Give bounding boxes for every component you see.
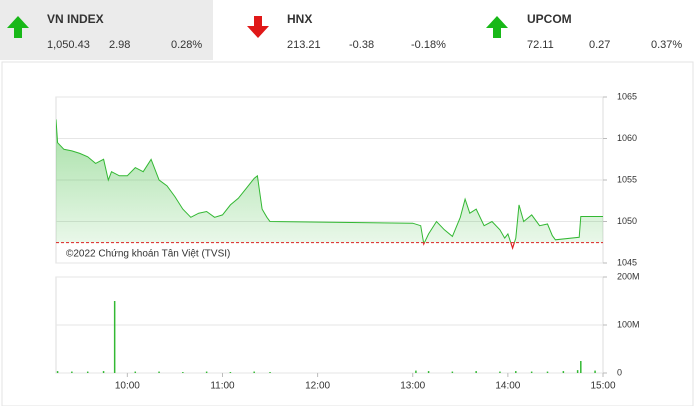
ticker-change: 2.98 xyxy=(109,39,130,51)
volume-bar xyxy=(530,371,533,373)
volume-bar xyxy=(158,371,160,373)
volume-bar xyxy=(546,371,549,373)
volume-bar xyxy=(269,372,271,373)
area-fill xyxy=(56,119,603,243)
y-tick-label: 1055 xyxy=(617,174,637,184)
x-tick-label: 15:00 xyxy=(590,381,615,392)
arrow-down xyxy=(247,16,269,38)
x-tick-label: 12:00 xyxy=(305,381,330,392)
y-tick-label: 0 xyxy=(617,367,622,377)
ticker-percent: -0.18% xyxy=(411,39,446,51)
y-tick-label: 1065 xyxy=(617,91,637,101)
price-line xyxy=(56,119,603,243)
arrow-up xyxy=(486,16,508,38)
y-tick-label: 1050 xyxy=(617,216,637,226)
volume-bar xyxy=(427,371,430,373)
ticker-change: 0.27 xyxy=(589,39,610,51)
volume-bar xyxy=(134,371,137,373)
volume-bar xyxy=(475,371,477,373)
volume-bar xyxy=(451,371,454,373)
y-tick-label: 100M xyxy=(617,319,640,329)
volume-bar xyxy=(86,371,89,373)
ticker-name: UPCOM xyxy=(527,12,572,26)
x-tick-label: 11:00 xyxy=(210,381,235,392)
ticker-change: -0.38 xyxy=(349,39,374,51)
volume-bar xyxy=(562,371,565,373)
volume-bar xyxy=(415,370,417,373)
volume-bar xyxy=(499,371,501,373)
volume-bar xyxy=(71,371,73,373)
volume-bar xyxy=(113,301,116,373)
arrow-up xyxy=(7,16,29,38)
x-tick-label: 13:00 xyxy=(400,381,425,392)
volume-bar xyxy=(580,361,582,373)
ticker-percent: 0.37% xyxy=(651,39,682,51)
ticker-percent: 0.28% xyxy=(171,39,202,51)
y-tick-label: 1045 xyxy=(617,257,637,267)
watermark: ©2022 Chứng khoán Tân Việt (TVSI) xyxy=(66,249,230,260)
ticker-value: 72.11 xyxy=(527,39,554,51)
ticker-value: 1,050.43 xyxy=(47,39,90,51)
x-tick-label: 14:00 xyxy=(495,381,520,392)
volume-bar xyxy=(253,371,255,373)
volume-bar xyxy=(102,371,105,373)
x-tick-label: 10:00 xyxy=(115,381,140,392)
ticker-name: HNX xyxy=(287,12,312,26)
y-tick-label: 200M xyxy=(617,271,640,281)
volume-bar xyxy=(515,371,517,373)
volume-bar xyxy=(205,371,208,373)
volume-bar xyxy=(576,370,579,373)
volume-bar xyxy=(594,370,596,373)
y-tick-label: 1060 xyxy=(617,133,637,143)
selected-tab[interactable] xyxy=(0,0,213,60)
ticker-value: 213.21 xyxy=(287,39,321,51)
volume-bar xyxy=(229,372,232,373)
ticker-name: VN INDEX xyxy=(47,12,104,26)
volume-bar xyxy=(182,372,184,373)
volume-bar xyxy=(56,371,59,373)
